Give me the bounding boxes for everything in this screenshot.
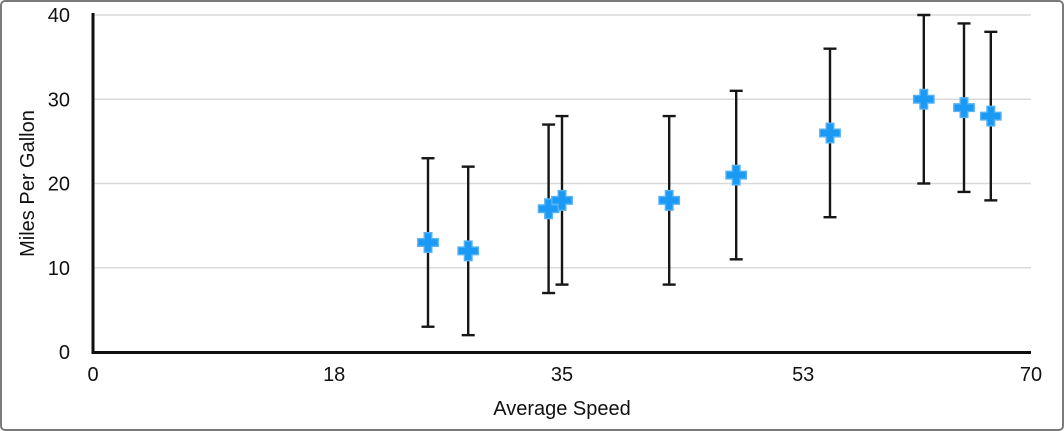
- y-tick-label: 0: [59, 342, 70, 364]
- y-axis-title: Miles Per Gallon: [17, 110, 39, 257]
- data-point-marker[interactable]: [819, 122, 841, 144]
- data-point-marker[interactable]: [658, 189, 681, 211]
- x-axis-title: Average Speed: [493, 398, 631, 420]
- x-tick-label: 53: [792, 364, 814, 386]
- markers-group: [417, 88, 1002, 262]
- error-bars-group: [421, 13, 998, 337]
- data-point-marker[interactable]: [953, 97, 975, 119]
- y-tick-label: 40: [48, 5, 70, 27]
- data-point-marker[interactable]: [725, 164, 748, 186]
- y-tick-label: 20: [48, 174, 70, 196]
- data-point-marker[interactable]: [537, 198, 560, 220]
- x-tick-label: 18: [323, 364, 345, 386]
- data-point-marker[interactable]: [979, 105, 1002, 127]
- data-point-marker[interactable]: [912, 88, 935, 110]
- y-tick-label: 10: [48, 258, 70, 280]
- x-tick-label: 0: [87, 364, 98, 386]
- data-point-marker[interactable]: [551, 189, 573, 211]
- y-tick-label: 30: [48, 89, 70, 111]
- data-point-marker[interactable]: [417, 231, 439, 253]
- axes: [91, 13, 1031, 354]
- tick-labels: 0 10 20 30 40 0 18 35 53 70: [48, 5, 1042, 386]
- x-tick-label: 35: [551, 364, 573, 386]
- x-tick-label: 70: [1020, 364, 1042, 386]
- data-point-marker[interactable]: [457, 240, 480, 262]
